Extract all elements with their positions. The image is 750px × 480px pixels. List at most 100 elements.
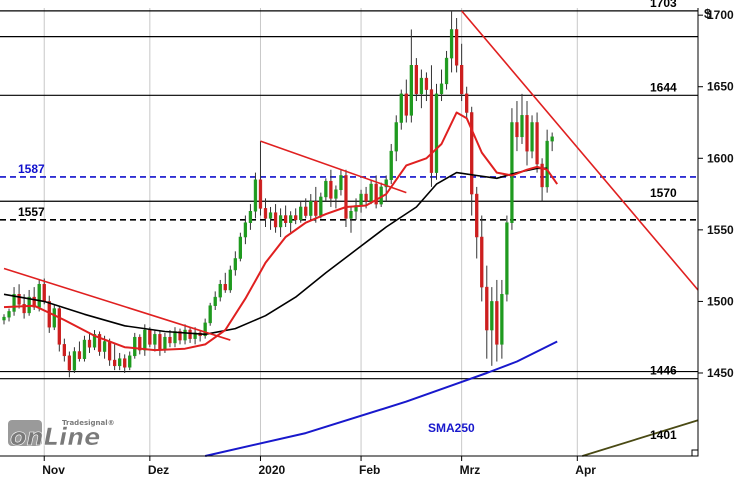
level-lines [0,10,698,380]
level-label: 1703 [650,0,677,10]
candle-body [238,236,243,259]
level-label: 1587 [18,162,45,176]
trendline [461,10,699,291]
trendline [582,419,699,457]
price-tick-label: 1550 [707,223,734,237]
candle-body [434,93,439,173]
level-label: 1570 [650,186,677,200]
candle-body [248,210,253,223]
candle-body [414,65,419,95]
currency-label: $ [704,6,712,21]
candle-body [540,163,544,188]
candle-body [349,210,353,219]
candle-body [334,189,338,199]
candle-body [304,206,308,216]
candle-body [344,175,348,219]
candle-body [188,329,192,339]
candle-body [143,329,147,351]
level-label: 1401 [650,428,677,442]
candle-body [454,29,459,66]
candle-body [339,175,343,191]
candle-body [12,294,16,312]
candle-body [324,180,328,198]
candle-body [233,258,237,271]
candle-body [485,286,489,331]
candle-body [520,115,524,138]
candle-body [213,296,217,306]
time-tick-label: Dez [148,463,169,477]
logo-small-text: Tradesignal® [62,419,115,427]
candle-body [67,355,72,371]
candle-body [253,179,258,212]
trendlines-layer [3,10,699,457]
candle-body [465,93,469,113]
candle-body [153,334,157,345]
candle-body [52,308,56,328]
candle-body [475,193,479,238]
candle-body [97,334,102,352]
trendline [260,140,407,194]
candle-body [62,344,66,357]
candle-body [309,200,313,216]
candle-body [118,358,122,367]
candle-body [218,283,222,298]
candle-body [480,236,484,288]
corner-marker [691,449,699,457]
candle-body [399,93,403,123]
candle-body [429,89,434,173]
level-label: 1644 [650,80,677,94]
candle-body [7,311,11,318]
level-label: 1446 [650,364,677,378]
candle-body [173,331,177,344]
candle-body [500,294,504,345]
candle-body [495,301,499,345]
candle-body [87,339,92,348]
candle-body [424,77,429,90]
candle-body [77,351,82,359]
level-label: 1557 [18,205,45,219]
moving-average-black [3,167,548,336]
candle-body [168,336,172,344]
candle-body [490,301,494,331]
candle-body [550,136,554,142]
candle-body [515,122,519,138]
time-tick-label: 2020 [258,463,285,477]
candle-body [329,180,333,199]
candle-body [17,294,21,305]
candle-body [299,206,303,221]
candle-body [57,308,61,345]
candle-body [294,215,298,221]
candle-body [470,112,474,195]
candle-body [128,355,132,368]
candle-body [133,336,137,357]
price-tick-label: 1650 [707,80,734,94]
price-tick-label: 1450 [707,366,734,380]
candle-body [319,196,323,216]
candles-layer [2,10,554,378]
candle-body [359,193,363,206]
moving-average-red [3,111,559,352]
time-tick-label: Mrz [460,463,481,477]
candle-body [374,183,378,205]
candle-body [2,316,6,321]
logo-box [8,420,42,446]
candle-body [439,83,444,95]
tradesignal-logo: onLine Tradesignal® [8,419,115,451]
candle-body [364,193,368,202]
candle-body [32,296,36,308]
indicator-lines [3,111,559,457]
candle-body [510,122,514,223]
candle-body [505,222,509,295]
candle-body [123,358,127,368]
candle-body [203,322,207,337]
price-tick-label: 1500 [707,294,734,308]
candle-body [158,334,162,351]
candle-body [268,212,273,219]
candle-body [283,215,288,223]
candle-body [92,334,97,348]
candle-body [107,341,112,361]
candle-body [404,93,408,116]
trendline [3,267,231,341]
